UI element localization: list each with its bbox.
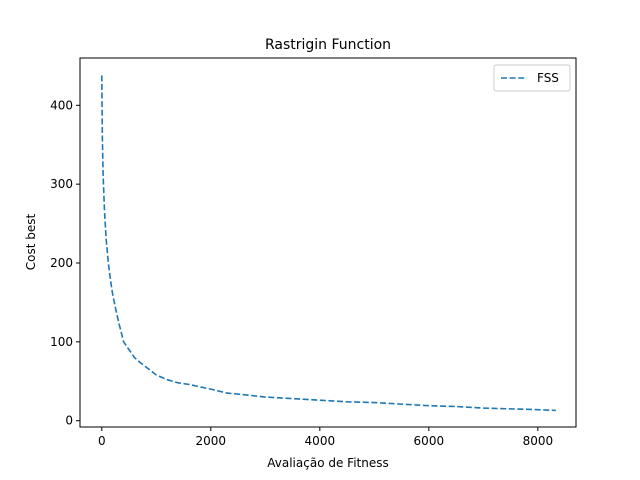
y-axis: 0 100 200 300 400 — [50, 98, 80, 428]
y-tick-label: 0 — [65, 414, 73, 428]
legend: FSS — [493, 64, 571, 92]
series-layer — [101, 75, 556, 412]
legend-box — [493, 64, 571, 92]
axes-frame — [79, 57, 577, 428]
x-axis: 0 2000 4000 6000 8000 — [98, 427, 553, 448]
y-axis-label: Cost best — [24, 213, 38, 270]
y-tick-label: 100 — [50, 335, 73, 349]
x-tick-label: 8000 — [523, 434, 554, 448]
legend-label: FSS — [537, 71, 559, 85]
x-tick-label: 2000 — [196, 434, 227, 448]
y-tick-label: 200 — [50, 256, 73, 270]
x-tick-label: 0 — [98, 434, 106, 448]
series-line-fss — [101, 75, 556, 412]
x-axis-label: Avaliação de Fitness — [267, 456, 388, 470]
x-tick-label: 4000 — [305, 434, 336, 448]
chart-title: Rastrigin Function — [265, 37, 391, 53]
y-tick-label: 300 — [50, 177, 73, 191]
y-tick-label: 400 — [50, 98, 73, 112]
x-tick-label: 6000 — [414, 434, 445, 448]
